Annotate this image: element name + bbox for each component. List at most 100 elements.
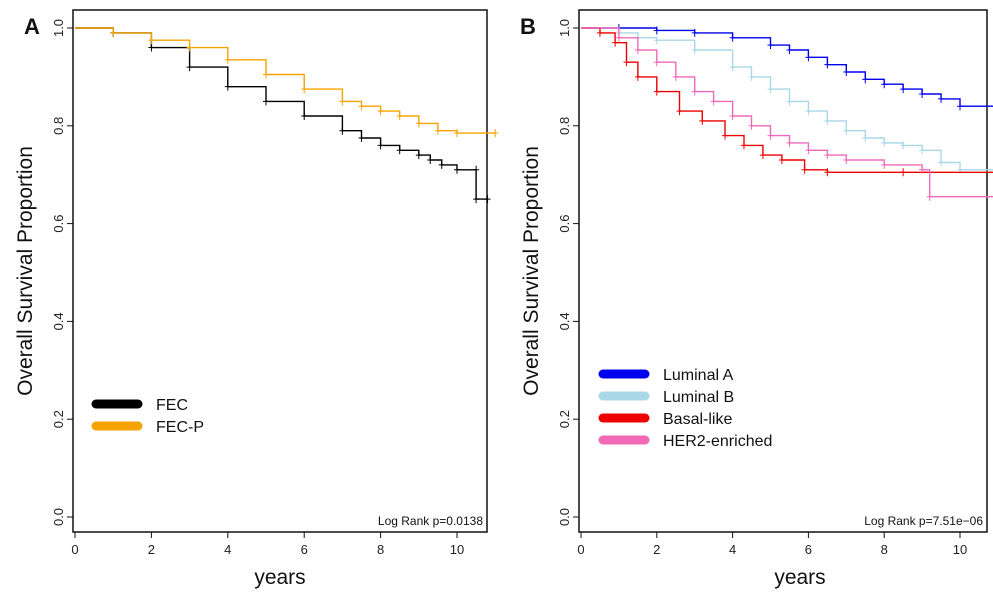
- panel-a-censor-mark: [377, 141, 384, 150]
- panel-b-censor-mark: [672, 72, 679, 81]
- panel-a-legend-label: FEC-P: [156, 419, 204, 436]
- panel-a-censor-mark: [301, 112, 308, 121]
- panel-b-censor-mark: [805, 53, 812, 62]
- panel-b-legend-label: Luminal A: [663, 367, 734, 384]
- panel-b-censor-mark: [900, 141, 907, 150]
- panel-a-censor-mark: [454, 165, 460, 174]
- panel-b-censor-mark: [615, 33, 622, 42]
- panel-a-x-ticks: 0 2 4 6 8 10: [71, 532, 464, 557]
- panel-b-legend-label: HER2-enriched: [663, 433, 772, 450]
- panel-a-censor-mark: [358, 134, 365, 143]
- panel-b-censor-mark: [938, 94, 945, 103]
- panel-b-y-tick-label: 1.0: [557, 19, 572, 37]
- panel-b-censor-mark: [862, 134, 869, 143]
- panel-b-curve-luminal-b: [581, 27, 993, 171]
- panel-b-censor-mark: [926, 192, 933, 201]
- panel-b-censor-mark: [722, 131, 729, 140]
- panel-b-censor-mark: [740, 141, 747, 150]
- panel-b-censor-mark: [634, 72, 641, 81]
- panel-a-letter: A: [24, 14, 40, 39]
- panel-b-censor-mark: [596, 28, 603, 37]
- panel-a-x-tick-label: 0: [71, 542, 78, 557]
- panel-b-y-axis-label: Overall Survival Proportion: [520, 146, 543, 396]
- panel-a-curves: [75, 27, 499, 204]
- panel-a-x-tick-label: 6: [301, 542, 308, 557]
- panel-b-censor-mark: [786, 46, 793, 55]
- panel-a-censor-mark: [148, 36, 155, 45]
- panel-a-censor-mark: [396, 112, 403, 121]
- panel-b-censor-mark: [938, 158, 945, 167]
- panel-b-censor-mark: [729, 63, 736, 72]
- panel-a-censor-mark: [263, 97, 269, 106]
- panel-b-curve-luminal-a: [581, 27, 993, 107]
- panel-a-censor-mark: [473, 195, 480, 204]
- panel-b-censor-mark: [676, 107, 683, 116]
- panel-b-censor-mark: [767, 85, 774, 94]
- panel-a-censor-mark: [224, 82, 231, 91]
- panel-a-x-axis-label: years: [254, 566, 305, 589]
- panel-b-y-tick-label: 0.6: [557, 215, 572, 233]
- panel-a-y-tick-label: 0.0: [51, 508, 66, 526]
- panel-b-censor-mark: [612, 38, 619, 47]
- panel-a-censor-mark: [358, 102, 365, 111]
- panel-a-censor-mark: [427, 156, 434, 165]
- panel-b-x-tick-label: 2: [653, 542, 660, 557]
- panel-a-censor-mark: [484, 195, 491, 204]
- panel-b-censor-mark: [805, 146, 812, 155]
- panel-a-censor-mark: [438, 160, 445, 169]
- panel-b-frame: [578, 9, 988, 533]
- panel-b-censor-mark: [778, 156, 785, 165]
- panel-b-censor-mark: [623, 58, 630, 67]
- panel-a-y-tick-label: 0.4: [51, 312, 66, 330]
- panel-b-censor-mark: [691, 87, 698, 96]
- panel-a-y-axis-label: Overall Survival Proportion: [14, 146, 37, 396]
- panel-b-censor-mark: [767, 131, 774, 140]
- panel-b-censor-mark: [786, 97, 793, 106]
- panel-b-censor-mark: [801, 165, 808, 174]
- panel-a-y-tick-label: 0.2: [51, 410, 66, 428]
- panel-b-censor-mark: [748, 121, 755, 130]
- panel-b-censor-mark: [710, 97, 717, 106]
- panel-a-logrank-annotation: Log Rank p=0.0138: [378, 514, 483, 528]
- panel-b-censor-mark: [862, 75, 869, 84]
- panel-b-censor-mark: [824, 116, 831, 125]
- panel-b-censor-mark: [919, 146, 926, 155]
- panel-b-x-tick-label: 6: [805, 542, 812, 557]
- panel-b-censor-mark: [957, 102, 963, 111]
- panel-a-x-tick-label: 8: [377, 542, 384, 557]
- panel-a-censor-mark: [186, 43, 193, 52]
- panel-b-curve-her2-enriched: [581, 27, 993, 198]
- panel-b-censor-mark: [653, 58, 660, 67]
- panel-b-legend: Luminal A Luminal B Basal-like HER2-enriche…: [598, 367, 772, 450]
- panel-a-y-tick-label: 0.8: [51, 117, 66, 135]
- panel-b-y-tick-label: 0.8: [557, 117, 572, 135]
- panel-b-censor-mark: [843, 68, 850, 77]
- panel-b-censor-mark: [653, 36, 660, 45]
- panel-a-censor-mark: [263, 70, 269, 79]
- panel-b-censor-mark: [634, 46, 641, 55]
- panel-a-censor-mark: [492, 129, 499, 138]
- panel-b-censor-mark: [786, 138, 793, 147]
- panel-b-censor-mark: [824, 151, 831, 160]
- panel-b-censor-mark: [881, 138, 888, 147]
- panel-a-x-tick-label: 4: [224, 542, 231, 557]
- panel-b-censor-mark: [900, 168, 907, 177]
- panel-a-censor-mark: [224, 55, 231, 64]
- panel-b-censor-mark: [881, 80, 888, 89]
- panel-b-censor-mark: [767, 41, 774, 50]
- panel-a-censor-mark: [148, 43, 155, 52]
- panel-b-logrank-annotation: Log Rank p=7.51e−06: [864, 514, 983, 528]
- panel-a-y-tick-label: 1.0: [51, 19, 66, 37]
- panel-a-frame: [72, 9, 488, 533]
- panel-a-y-ticks: 0.0 0.2 0.4 0.6 0.8 1.0: [51, 19, 73, 526]
- panel-b-censor-mark: [691, 46, 698, 55]
- panel-a-legend: FEC FEC-P: [91, 397, 204, 436]
- panel-b-censor-mark: [653, 87, 660, 96]
- panel-b-x-axis-label: years: [774, 566, 825, 589]
- panel-b-censor-mark: [653, 26, 660, 35]
- panel-a-censor-mark: [377, 107, 384, 116]
- panel-a-censor-mark: [454, 129, 460, 138]
- panel-b-x-tick-label: 10: [953, 542, 967, 557]
- panel-b-legend-label: Basal-like: [663, 411, 732, 428]
